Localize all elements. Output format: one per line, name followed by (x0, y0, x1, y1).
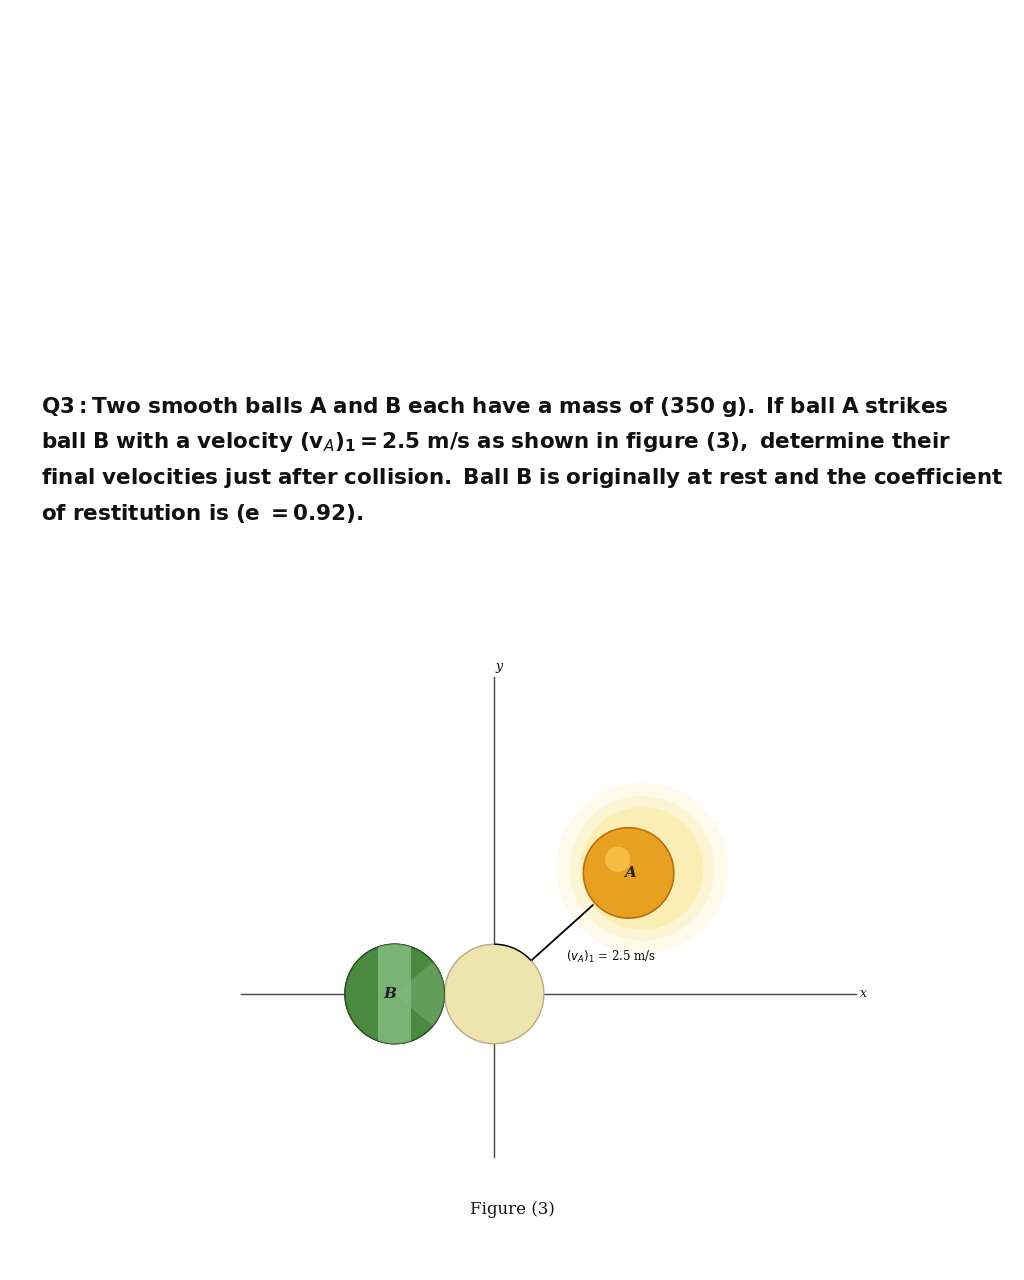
Text: $\mathbf{Q3: Two\ smooth\ balls}$ $\mathit{\mathbf{A}}$ $\mathbf{and}$ $\mathit{: $\mathbf{Q3: Two\ smooth\ balls}$ $\math… (41, 394, 1004, 525)
Text: $(v_A)_1$ = 2.5 m/s: $(v_A)_1$ = 2.5 m/s (566, 948, 656, 965)
Circle shape (444, 945, 544, 1043)
Text: 48°: 48° (510, 964, 530, 977)
PathPatch shape (345, 945, 444, 1043)
Circle shape (569, 796, 715, 941)
Circle shape (345, 945, 444, 1043)
Circle shape (581, 806, 703, 929)
Text: y: y (496, 660, 502, 673)
Wedge shape (394, 963, 444, 1025)
Circle shape (556, 782, 728, 955)
Text: x: x (860, 987, 867, 1001)
Text: Figure (3): Figure (3) (470, 1201, 554, 1219)
FancyBboxPatch shape (379, 945, 411, 1043)
Circle shape (584, 828, 674, 918)
Text: A: A (625, 867, 636, 879)
Circle shape (605, 846, 631, 872)
Text: B: B (384, 987, 396, 1001)
